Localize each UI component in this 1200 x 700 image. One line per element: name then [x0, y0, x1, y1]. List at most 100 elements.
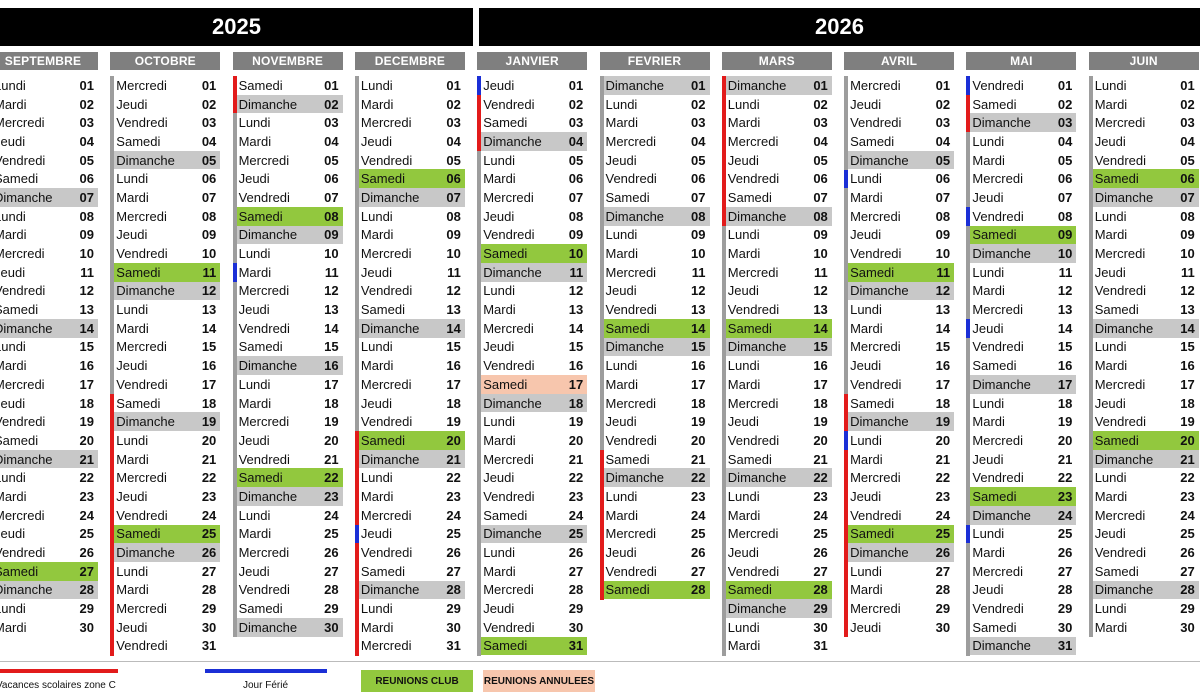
column-separator — [477, 76, 482, 656]
day-row: Lundi 09 — [600, 226, 710, 245]
weekday-label: Vendredi — [972, 601, 1024, 617]
weekday-label: Samedi — [483, 246, 528, 262]
weekday-label: Dimanche — [0, 451, 53, 467]
day-number: 29 — [1180, 601, 1195, 617]
weekday-label: Jeudi — [116, 227, 148, 243]
day-row: Dimanche 05 — [110, 150, 221, 170]
day-number: 19 — [813, 414, 828, 430]
weekday-label: Jeudi — [116, 488, 148, 504]
day-row: Mardi 20 — [477, 431, 587, 450]
day-row: Jeudi 25 — [1089, 525, 1199, 544]
day-number: 06 — [201, 171, 217, 187]
day-number: 01 — [568, 77, 584, 93]
weekday-label: Jeudi — [850, 96, 882, 112]
weekday-label: Lundi — [360, 77, 393, 93]
day-number: 31 — [201, 638, 217, 654]
weekday-label: Mercredi — [360, 638, 412, 654]
weekday-label: Dimanche — [0, 582, 53, 598]
column-separator — [966, 76, 971, 656]
day-row: Mardi 09 — [1089, 226, 1199, 245]
weekday-label: Mardi — [1094, 227, 1128, 243]
day-number: 14 — [201, 320, 217, 336]
day-number: 07 — [1057, 189, 1073, 205]
day-number: 10 — [1057, 246, 1073, 262]
weekday-label: Mercredi — [238, 414, 290, 430]
weekday-label: Samedi — [1094, 432, 1139, 448]
day-number: 24 — [79, 507, 94, 523]
day-row: Lundi 08 — [1089, 207, 1199, 226]
day-number: 10 — [568, 246, 584, 262]
day-row: Vendredi 01 — [966, 76, 1076, 95]
weekday-label: Mardi — [238, 526, 272, 542]
day-number: 10 — [201, 246, 217, 262]
day-row: Dimanche 30 — [232, 617, 343, 637]
weekday-label: Dimanche — [0, 189, 53, 205]
day-number: 03 — [935, 115, 951, 131]
month-days: Samedi 01 Dimanche 02 Lundi 03 Mardi 04 Mercredi… — [232, 76, 343, 637]
day-number: 04 — [79, 133, 94, 149]
day-number: 07 — [935, 189, 951, 205]
day-row: Vendredi 13 — [600, 300, 710, 319]
day-number: 17 — [1180, 376, 1195, 392]
day-row: Mardi 02 — [0, 95, 98, 114]
weekday-label: Lundi — [483, 152, 515, 168]
day-row: Mercredi 18 — [722, 394, 832, 413]
day-row: Lundi 17 — [233, 375, 343, 394]
day-number: 08 — [201, 208, 217, 224]
weekday-label: Mercredi — [116, 208, 167, 224]
day-number: 20 — [935, 432, 951, 448]
weekday-label: Samedi — [727, 320, 772, 336]
day-number: 08 — [324, 208, 339, 224]
day-number: 18 — [1180, 395, 1195, 411]
month-column-septembre: SEPTEMBRE Lundi 01 Mardi 02 Mercredi 03 Jeudi 04… — [0, 52, 98, 637]
day-row: Mardi 05 — [966, 151, 1076, 170]
weekday-label: Dimanche — [116, 545, 175, 561]
weekday-label: Jeudi — [605, 414, 637, 430]
day-row: Lundi 03 — [233, 113, 343, 132]
weekday-label: Lundi — [727, 358, 760, 374]
day-number: 19 — [1057, 414, 1073, 430]
weekday-label: Samedi — [0, 563, 39, 579]
day-number: 19 — [446, 414, 461, 430]
day-number: 16 — [691, 358, 706, 374]
weekday-label: Dimanche — [605, 470, 665, 486]
day-number: 31 — [813, 638, 828, 654]
weekday-label: Mardi — [605, 507, 639, 523]
day-number: 12 — [201, 283, 217, 299]
month-header: JUIN — [1088, 52, 1199, 70]
day-row: Samedi 14 — [721, 318, 832, 338]
day-number: 29 — [1057, 601, 1073, 617]
day-row: Vendredi 26 — [0, 543, 98, 562]
weekday-label: Lundi — [238, 507, 271, 523]
day-number: 05 — [446, 152, 461, 168]
day-number: 21 — [813, 451, 828, 467]
day-number: 20 — [1057, 432, 1073, 448]
day-number: 05 — [324, 152, 339, 168]
day-number: 12 — [813, 283, 828, 299]
day-row: Vendredi 24 — [844, 506, 954, 525]
day-number: 26 — [568, 545, 584, 561]
day-row: Dimanche 16 — [232, 356, 343, 375]
weekday-label: Vendredi — [972, 339, 1024, 355]
day-row: Dimanche 08 — [721, 206, 832, 226]
day-row: Lundi 20 — [844, 431, 954, 450]
weekday-label: Mardi — [483, 171, 516, 187]
day-number: 25 — [1057, 526, 1073, 542]
day-row: Dimanche 21 — [0, 449, 98, 469]
weekday-label: Vendredi — [727, 302, 780, 318]
day-number: 21 — [691, 451, 706, 467]
day-row: Mercredi 01 — [110, 76, 220, 95]
day-row: Dimanche 12 — [844, 281, 955, 301]
day-number: 18 — [1057, 395, 1073, 411]
day-number: 28 — [79, 582, 94, 598]
weekday-label: Jeudi — [238, 563, 270, 579]
day-number: 24 — [1057, 507, 1073, 523]
weekday-label: Mercredi — [360, 246, 412, 262]
day-number: 06 — [324, 171, 339, 187]
day-number: 09 — [446, 227, 461, 243]
day-number: 20 — [1180, 432, 1195, 448]
day-number: 15 — [1057, 339, 1073, 355]
day-row: Vendredi 07 — [233, 188, 343, 207]
day-number: 03 — [1180, 115, 1195, 131]
weekday-label: Mercredi — [605, 395, 657, 411]
